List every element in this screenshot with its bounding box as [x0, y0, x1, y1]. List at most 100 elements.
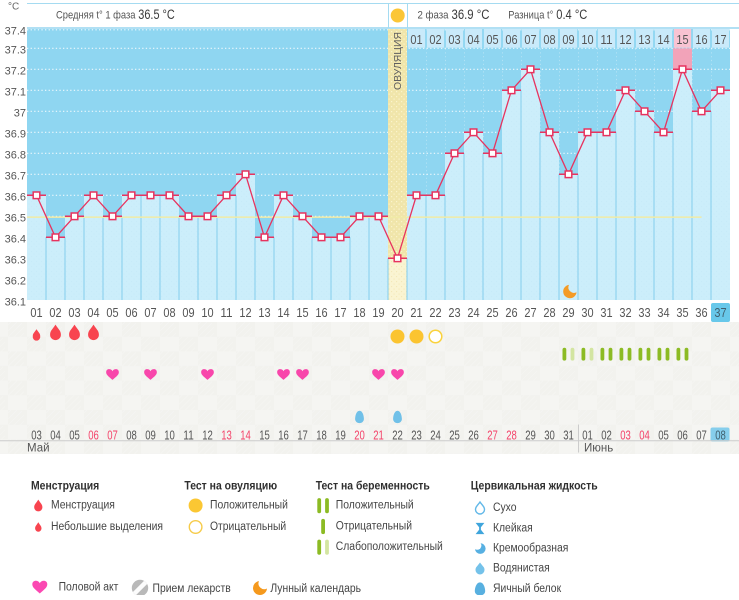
- svg-text:36.3: 36.3: [5, 255, 26, 267]
- svg-text:05: 05: [106, 305, 118, 320]
- svg-text:35: 35: [676, 305, 688, 320]
- svg-text:06: 06: [505, 32, 517, 47]
- svg-text:36.1: 36.1: [5, 297, 26, 309]
- svg-text:Тест на беременность: Тест на беременность: [316, 479, 430, 493]
- svg-text:36: 36: [695, 305, 707, 320]
- svg-text:16: 16: [278, 428, 289, 442]
- svg-text:24: 24: [430, 428, 441, 442]
- svg-text:18: 18: [316, 428, 327, 442]
- svg-text:27: 27: [524, 305, 536, 320]
- svg-text:15: 15: [296, 305, 308, 320]
- svg-text:Лунный календарь: Лунный календарь: [270, 583, 361, 595]
- svg-text:Отрицательный: Отрицательный: [210, 521, 286, 533]
- svg-text:08: 08: [715, 428, 726, 442]
- svg-text:08: 08: [163, 305, 175, 320]
- svg-text:17: 17: [334, 305, 346, 320]
- svg-text:01: 01: [30, 305, 42, 320]
- svg-text:30: 30: [581, 305, 593, 320]
- svg-text:16: 16: [695, 32, 707, 47]
- svg-text:12: 12: [619, 32, 631, 47]
- svg-text:25: 25: [486, 305, 498, 320]
- svg-text:17: 17: [297, 428, 308, 442]
- svg-text:11: 11: [220, 305, 232, 320]
- svg-text:06: 06: [125, 305, 137, 320]
- svg-text:09: 09: [182, 305, 194, 320]
- svg-text:23: 23: [448, 305, 460, 320]
- svg-text:19: 19: [372, 305, 384, 320]
- svg-text:29: 29: [525, 428, 536, 442]
- svg-text:Менструация: Менструация: [51, 500, 115, 512]
- svg-text:Половой акт: Половой акт: [59, 582, 119, 594]
- svg-text:Разница t°: Разница t°: [508, 9, 553, 21]
- svg-text:12: 12: [239, 305, 251, 320]
- svg-text:22: 22: [392, 428, 403, 442]
- svg-text:18: 18: [353, 305, 365, 320]
- svg-text:15: 15: [259, 428, 270, 442]
- svg-text:Менструация: Менструация: [31, 479, 99, 493]
- svg-text:14: 14: [277, 305, 289, 320]
- svg-text:31: 31: [563, 428, 574, 442]
- svg-text:26: 26: [505, 305, 517, 320]
- svg-text:03: 03: [620, 428, 631, 442]
- svg-text:Отрицательный: Отрицательный: [336, 521, 412, 533]
- svg-text:02: 02: [429, 32, 441, 47]
- svg-text:33: 33: [638, 305, 650, 320]
- svg-text:07: 07: [696, 428, 707, 442]
- svg-text:08: 08: [126, 428, 137, 442]
- svg-text:08: 08: [543, 32, 555, 47]
- svg-text:25: 25: [449, 428, 460, 442]
- svg-text:09: 09: [562, 32, 574, 47]
- svg-text:12: 12: [202, 428, 213, 442]
- svg-text:Май: Май: [27, 443, 50, 455]
- svg-text:36.2: 36.2: [5, 276, 26, 288]
- svg-text:01: 01: [582, 428, 593, 442]
- svg-text:Июнь: Июнь: [584, 443, 613, 455]
- svg-text:24: 24: [467, 305, 479, 320]
- svg-text:28: 28: [506, 428, 517, 442]
- svg-text:03: 03: [68, 305, 80, 320]
- svg-text:02: 02: [601, 428, 612, 442]
- svg-text:19: 19: [335, 428, 346, 442]
- svg-text:36.5 °C: 36.5 °C: [138, 7, 175, 22]
- svg-text:36.6: 36.6: [5, 192, 26, 204]
- svg-text:31: 31: [600, 305, 612, 320]
- svg-text:37.4: 37.4: [5, 25, 26, 37]
- svg-text:05: 05: [69, 428, 80, 442]
- svg-text:36.9 °C: 36.9 °C: [452, 7, 490, 22]
- svg-text:36.4: 36.4: [5, 234, 26, 246]
- svg-text:Небольшие выделения: Небольшие выделения: [51, 521, 163, 533]
- svg-text:36.5: 36.5: [5, 213, 26, 225]
- svg-text:Прием лекарств: Прием лекарств: [153, 583, 231, 595]
- svg-text:Положительный: Положительный: [210, 500, 288, 512]
- svg-text:16: 16: [315, 305, 327, 320]
- svg-text:Средняя t° 1 фаза: Средняя t° 1 фаза: [56, 9, 136, 21]
- svg-text:2 фаза: 2 фаза: [418, 9, 450, 21]
- svg-text:36.7: 36.7: [5, 171, 26, 183]
- svg-text:04: 04: [639, 428, 650, 442]
- svg-text:10: 10: [201, 305, 213, 320]
- svg-text:37.1: 37.1: [5, 87, 26, 99]
- svg-text:23: 23: [411, 428, 422, 442]
- svg-text:10: 10: [581, 32, 593, 47]
- svg-text:14: 14: [657, 32, 669, 47]
- svg-text:37: 37: [714, 305, 726, 320]
- svg-text:29: 29: [562, 305, 574, 320]
- svg-text:Яичный белок: Яичный белок: [493, 583, 562, 595]
- svg-text:13: 13: [638, 32, 650, 47]
- svg-text:0.4 °C: 0.4 °C: [556, 7, 587, 22]
- svg-text:36.8: 36.8: [5, 150, 26, 162]
- svg-text:07: 07: [524, 32, 536, 47]
- svg-text:22: 22: [429, 305, 441, 320]
- svg-text:03: 03: [31, 428, 42, 442]
- svg-text:37.2: 37.2: [5, 66, 26, 78]
- svg-text:Сухо: Сухо: [493, 502, 517, 514]
- svg-text:07: 07: [144, 305, 156, 320]
- svg-text:03: 03: [448, 32, 460, 47]
- svg-text:Водянистая: Водянистая: [493, 563, 550, 575]
- svg-text:17: 17: [714, 32, 726, 47]
- svg-text:11: 11: [183, 428, 194, 442]
- svg-text:20: 20: [391, 305, 403, 320]
- svg-text:15: 15: [676, 32, 688, 47]
- svg-text:26: 26: [468, 428, 479, 442]
- svg-text:ОВУЛЯЦИЯ: ОВУЛЯЦИЯ: [393, 32, 404, 90]
